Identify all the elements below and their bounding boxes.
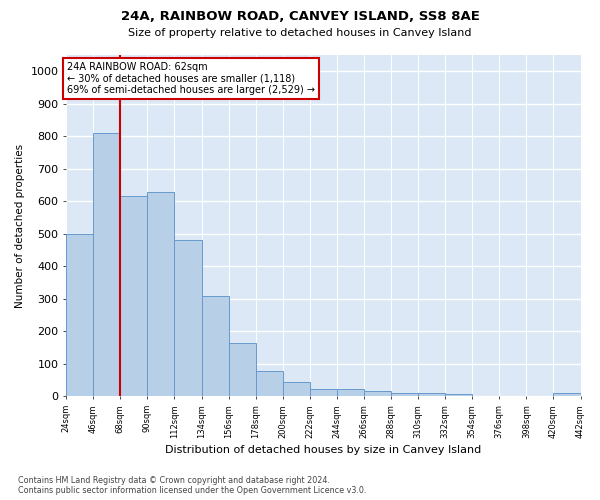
Text: 24A, RAINBOW ROAD, CANVEY ISLAND, SS8 8AE: 24A, RAINBOW ROAD, CANVEY ISLAND, SS8 8A… (121, 10, 479, 23)
Text: Size of property relative to detached houses in Canvey Island: Size of property relative to detached ho… (128, 28, 472, 38)
Bar (418, 393, 445, 396)
Bar (229, 344, 256, 396)
X-axis label: Distribution of detached houses by size in Canvey Island: Distribution of detached houses by size … (165, 445, 481, 455)
Bar (337, 390, 364, 396)
Y-axis label: Number of detached properties: Number of detached properties (15, 144, 25, 308)
Bar (121, 196, 148, 396)
Bar (364, 390, 391, 396)
Bar (256, 371, 283, 396)
Bar (283, 382, 310, 396)
Bar (202, 296, 229, 396)
Bar (148, 192, 175, 396)
Bar (175, 240, 202, 396)
Bar (310, 388, 337, 396)
Text: 24A RAINBOW ROAD: 62sqm
← 30% of detached houses are smaller (1,118)
69% of semi: 24A RAINBOW ROAD: 62sqm ← 30% of detache… (67, 62, 315, 94)
Bar (391, 392, 418, 396)
Bar (445, 394, 472, 396)
Bar (553, 393, 581, 396)
Bar (66, 234, 93, 396)
Text: Contains HM Land Registry data © Crown copyright and database right 2024.
Contai: Contains HM Land Registry data © Crown c… (18, 476, 367, 495)
Bar (93, 133, 121, 396)
